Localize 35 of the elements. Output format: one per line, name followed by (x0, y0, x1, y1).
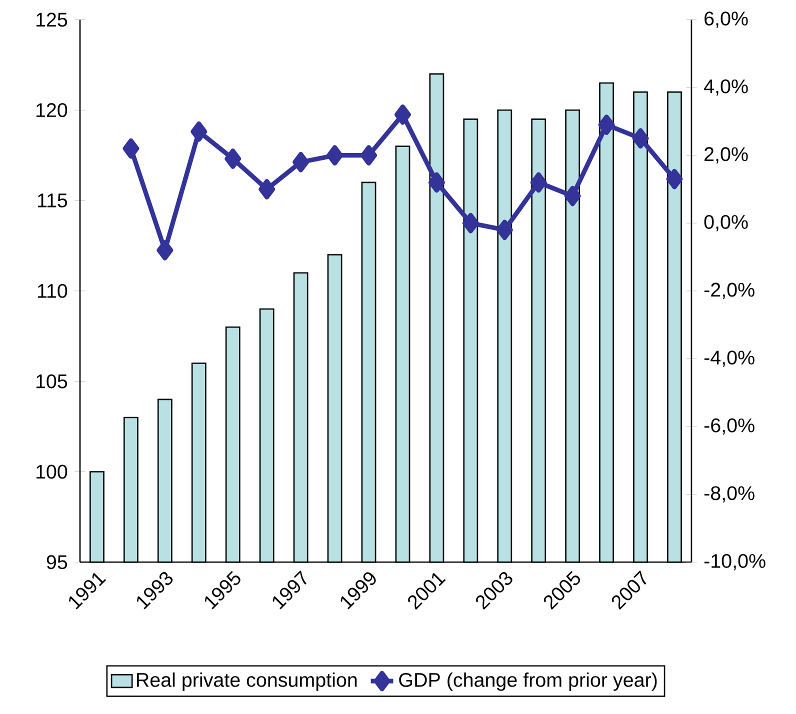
point (190, 121, 208, 142)
y2-tick-label: -4,0% (704, 350, 754, 367)
y-tick-label: 110 (38, 284, 68, 298)
y2-tick-label: 6,0% (704, 12, 748, 28)
point (666, 168, 683, 190)
y2-tick-label: -10,0% (704, 554, 766, 570)
point (530, 172, 547, 193)
point (156, 240, 174, 260)
point (122, 138, 140, 159)
y-tick-label: 120 (36, 103, 68, 118)
y-tick-label: 115 (38, 194, 68, 208)
y2-tick-label: -2,0% (704, 282, 754, 300)
point (394, 104, 411, 125)
y-tick-label: 125 (36, 12, 68, 27)
point (496, 220, 513, 240)
legend-label: Real private consumption (137, 672, 357, 691)
point (292, 152, 310, 172)
y-tick-label: 100 (36, 464, 68, 479)
point (326, 145, 343, 166)
y2-tick-label: 0,0% (704, 214, 748, 232)
point (258, 179, 276, 200)
y-tick-label: 105 (36, 374, 68, 388)
point (360, 145, 377, 166)
y2-tick-label: -6,0% (704, 418, 754, 435)
point (564, 186, 581, 206)
y2-tick-label: 2,0% (704, 147, 748, 164)
y2-tick-label: -8,0% (704, 486, 754, 502)
point (462, 212, 479, 234)
point (428, 172, 445, 193)
point (224, 148, 242, 169)
y2-tick-label: 4,0% (704, 79, 748, 96)
point (632, 128, 649, 149)
legend-label: GDP (change from prior year) (399, 672, 657, 691)
y-tick-label: 95 (46, 555, 68, 570)
point (598, 114, 615, 135)
